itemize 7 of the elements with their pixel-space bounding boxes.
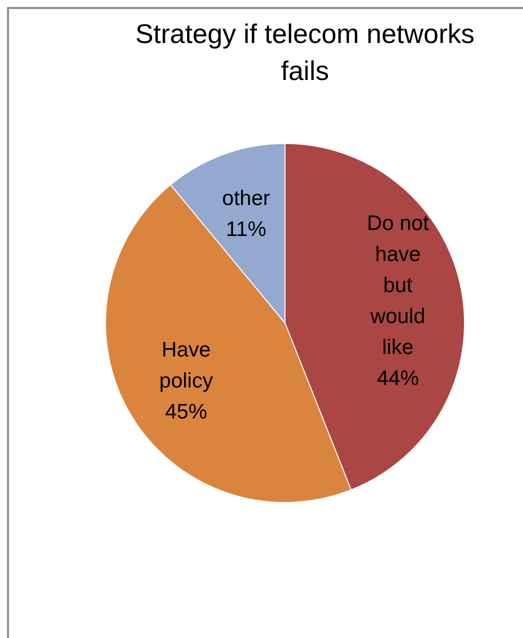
slice-label: Have policy — [159, 338, 214, 392]
data-label: 44% — [376, 366, 419, 390]
slice-label: Do not have but would like — [366, 212, 429, 359]
chart-title: Strategy if telecom networks fails — [134, 18, 476, 88]
slice-label: other — [222, 187, 270, 210]
data-label: 11% — [226, 218, 266, 242]
data-label: 45% — [165, 400, 208, 424]
